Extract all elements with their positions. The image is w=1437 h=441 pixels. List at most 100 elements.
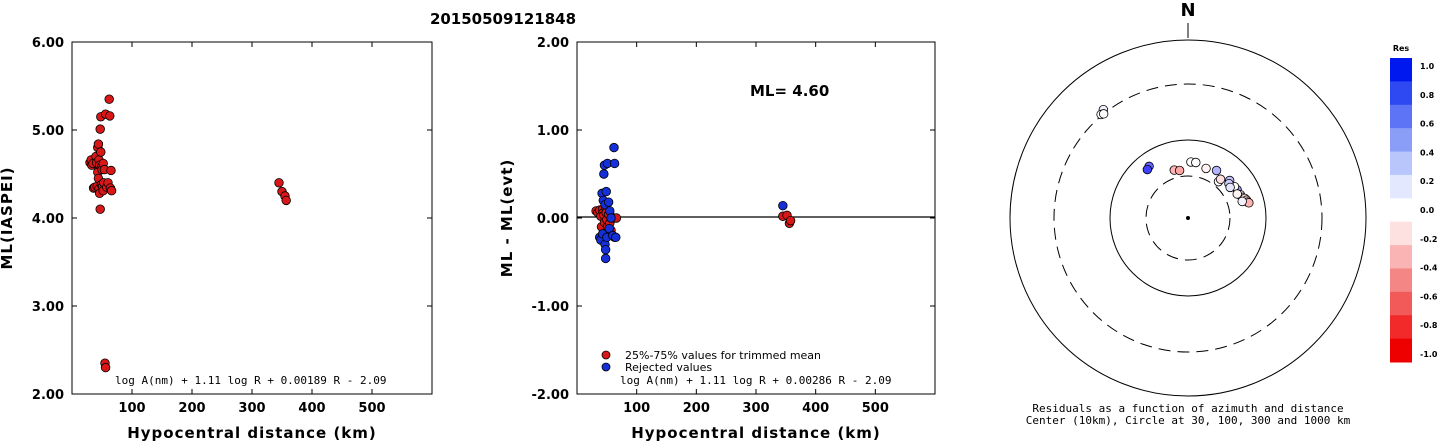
colorbar-swatch xyxy=(1390,315,1412,340)
data-point xyxy=(281,195,291,206)
y-tick-label: 6.00 xyxy=(32,36,64,51)
x-tick-label: 300 xyxy=(742,401,769,416)
colorbar-tick-label: 0.8 xyxy=(1420,91,1435,100)
panel-ml-vs-distance: 100 200 300 400 500 2.00 3.00 4.00 5.00 6.00 log … xyxy=(0,36,433,441)
colorbar-tick-label: 1.0 xyxy=(1420,62,1435,71)
x-tick-label: 100 xyxy=(623,401,650,416)
y-tick-label: 5.00 xyxy=(32,124,64,139)
x-tick-label: 300 xyxy=(238,401,265,416)
panel-residual-vs-distance: 100 200 300 400 500 -2.00 -1.00 0.00 1.00 2.00 ML… xyxy=(498,36,936,441)
north-label: N xyxy=(1180,0,1195,21)
y-tick-label: 3.00 xyxy=(32,300,64,315)
polar-ring-30km xyxy=(1145,175,1231,261)
colorbar-tick-label: 0.4 xyxy=(1420,148,1435,157)
data-point xyxy=(785,215,796,226)
colorbar-swatch xyxy=(1390,151,1412,176)
data-point xyxy=(93,139,104,149)
data-point xyxy=(95,204,105,214)
data-point xyxy=(95,124,105,134)
polar-caption-2: Center (10km), Circle at 30, 100, 300 an… xyxy=(1026,414,1351,427)
ml-value-label: ML= 4.60 xyxy=(750,82,829,100)
colorbar-swatch xyxy=(1390,268,1412,293)
polar-caption-1: Residuals as a function of azimuth and d… xyxy=(1032,402,1343,415)
residual-point xyxy=(1191,157,1201,168)
data-point xyxy=(609,142,619,153)
residual-point xyxy=(1237,196,1247,207)
colorbar-tick-label: -0.8 xyxy=(1420,321,1437,330)
residual-point xyxy=(1098,109,1109,119)
polar-ring-100km xyxy=(1109,139,1267,297)
y-tick-label: 4.00 xyxy=(32,212,64,227)
panel1-xlabel: Hypocentral distance (km) xyxy=(127,424,377,441)
figure-title: 20150509121848 xyxy=(430,10,576,28)
residual-point xyxy=(1174,165,1185,176)
colorbar-swatch xyxy=(1390,174,1412,199)
legend-rejected-marker xyxy=(601,362,611,372)
y-tick-label: -1.00 xyxy=(532,300,569,315)
data-point xyxy=(600,253,611,264)
data-point xyxy=(100,362,111,373)
residual-point xyxy=(1215,174,1226,184)
colorbar-tick-label: 0.6 xyxy=(1420,120,1435,129)
colorbar-tick-label: -0.2 xyxy=(1420,235,1437,244)
panel2-formula: log A(nm) + 1.11 log R + 0.00286 R - 2.0… xyxy=(620,374,892,387)
colorbar-swatch xyxy=(1390,81,1412,106)
y-tick-label: 2.00 xyxy=(32,388,64,403)
data-point xyxy=(104,94,114,104)
data-point xyxy=(609,158,620,169)
x-tick-label: 400 xyxy=(298,401,325,416)
residual-point xyxy=(1232,189,1242,199)
x-tick-label: 200 xyxy=(178,401,205,416)
colorbar-tick-label: -0.4 xyxy=(1420,264,1437,273)
data-point xyxy=(601,186,611,197)
colorbar-swatch xyxy=(1390,198,1412,223)
colorbar-tick-label: 0.2 xyxy=(1420,177,1434,186)
data-point xyxy=(600,244,611,255)
x-tick-label: 200 xyxy=(683,401,710,416)
colorbar-tick-label: -0.6 xyxy=(1420,292,1437,301)
colorbar-tick-label: 0.0 xyxy=(1420,206,1435,215)
y-tick-label: -2.00 xyxy=(532,388,569,403)
legend-trimmed-label: 25%-75% values for trimmed mean xyxy=(625,349,821,362)
colorbar-swatch xyxy=(1390,221,1412,246)
polar-ring-300km xyxy=(1053,83,1323,353)
colorbar-swatch xyxy=(1390,338,1412,363)
data-point xyxy=(606,213,616,223)
data-point xyxy=(603,197,614,207)
colorbar-title: Res xyxy=(1393,44,1410,53)
colorbar-swatch xyxy=(1390,245,1412,269)
colorbar-tick-label: -1.0 xyxy=(1420,350,1437,359)
panel2-xlabel: Hypocentral distance (km) xyxy=(631,424,881,441)
data-point xyxy=(106,165,116,176)
colorbar-swatch xyxy=(1390,58,1412,82)
data-point xyxy=(778,200,788,211)
data-point xyxy=(611,232,621,243)
polar-ring-1000km xyxy=(1009,39,1367,397)
x-tick-label: 500 xyxy=(358,401,385,416)
data-point xyxy=(106,186,117,196)
colorbar-swatch xyxy=(1390,291,1412,316)
y-tick-label: 0.00 xyxy=(537,212,569,227)
panel1-formula: log A(nm) + 1.11 log R + 0.00189 R - 2.0… xyxy=(115,374,387,387)
data-point xyxy=(274,178,284,188)
residual-point xyxy=(1142,164,1153,175)
residual-point xyxy=(1201,163,1211,174)
residual-point xyxy=(1225,182,1235,193)
panel2-ylabel: ML - ML(evt) xyxy=(498,159,516,277)
polar-center-dot xyxy=(1186,216,1190,220)
colorbar-swatch xyxy=(1390,104,1412,129)
legend-rejected-label: Rejected values xyxy=(625,361,712,374)
data-point xyxy=(599,169,609,179)
x-tick-label: 400 xyxy=(802,401,829,416)
colorbar-swatch xyxy=(1390,128,1412,153)
residual-point xyxy=(1211,165,1222,176)
colorbar: Res 1.0 0.8 0.6 0.4 0.2 0.0 -0.2 -0.4 -0.6 -0.8 -1… xyxy=(1390,44,1437,363)
panel-polar-residuals: N Residuals as a function of azimuth and… xyxy=(1009,0,1367,427)
panel1-frame xyxy=(71,41,433,395)
x-tick-label: 100 xyxy=(118,401,145,416)
x-tick-label: 500 xyxy=(862,401,889,416)
data-point xyxy=(96,147,106,157)
legend-trimmed-marker xyxy=(601,350,611,360)
data-point xyxy=(105,111,115,121)
